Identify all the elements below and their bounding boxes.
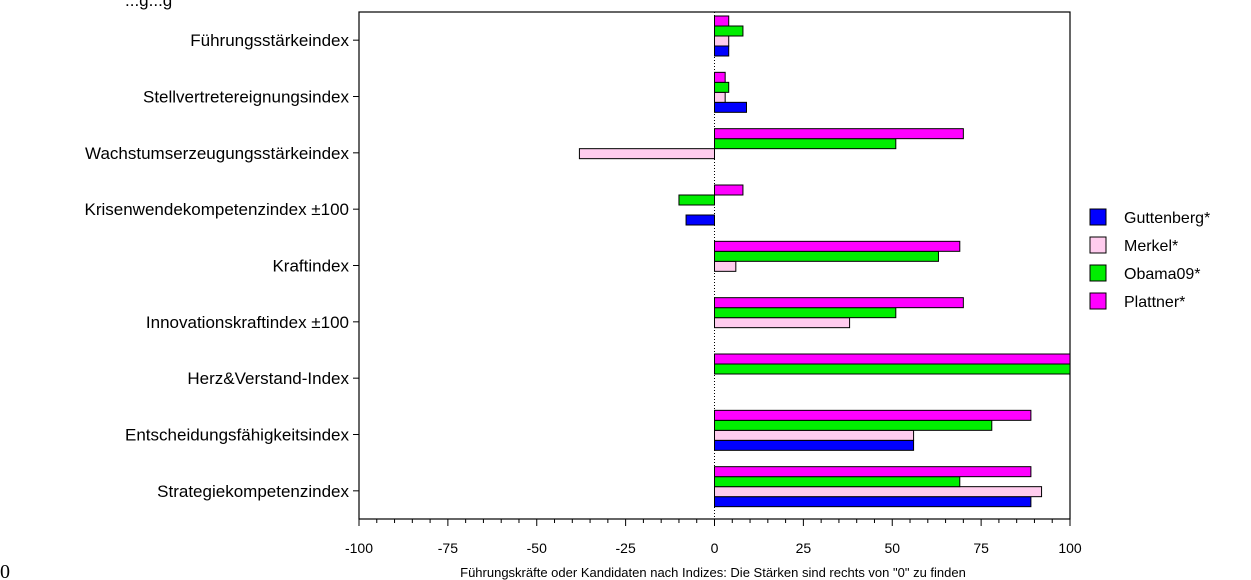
category-label: Stellvertretereignungsindex [143,88,350,107]
bar-plattner [714,240,961,252]
x-tick-label: -25 [616,540,636,556]
bar-group [578,15,1071,508]
legend-label: Guttenberg* [1124,210,1210,227]
bar-obama09 [678,194,716,206]
bar-obama09 [714,476,961,488]
bar-merkel [714,486,1043,498]
x-tick-label: -100 [345,540,373,556]
legend-swatch [1089,264,1107,282]
bar-obama09 [714,138,897,150]
bar-obama09 [714,363,1071,375]
bar-guttenberg [714,439,915,451]
x-tick-label: -50 [527,540,547,556]
legend-label: Plattner* [1124,294,1185,311]
category-label: Krisenwendekompetenzindex ±100 [85,200,350,219]
bar-obama09 [714,250,939,262]
bar-guttenberg [714,496,1032,508]
category-label: Kraftindex [272,257,349,276]
bar-guttenberg [714,101,747,113]
bar-plattner [714,128,964,140]
category-label: Führungsstärkeindex [190,31,349,50]
bar-obama09 [714,307,897,319]
bar-plattner [714,466,1032,478]
category-label: Herz&Verstand-Index [187,369,349,388]
bar-merkel [714,35,730,47]
bar-merkel [714,91,726,103]
bar-plattner [714,353,1071,365]
bar-guttenberg [714,45,730,57]
x-tick-label: 75 [973,540,989,556]
category-label: Entscheidungsfähigkeitsindex [125,426,349,445]
category-label: Innovationskraftindex ±100 [146,313,349,332]
bar-plattner [714,409,1032,421]
legend-swatch [1089,236,1107,254]
bar-plattner [714,184,744,196]
bar-guttenberg [685,214,715,226]
bar-merkel [714,317,851,329]
bar-merkel [714,429,915,441]
bar-plattner [714,15,730,27]
bar-obama09 [714,25,744,37]
legend-label: Obama09* [1124,266,1201,283]
x-tick-label: -75 [438,540,458,556]
bar-plattner [714,71,726,83]
bar-obama09 [714,419,993,431]
bar-merkel [714,260,737,272]
bar-plattner [714,297,964,309]
x-tick-label: 100 [1058,540,1082,556]
x-axis-ticks: -100 -75 -50 -25 0 25 50 75 100 [345,519,1082,556]
bar-merkel [578,148,715,160]
category-label: Wachstumserzeugungsstärkeindex [85,144,349,163]
bar-obama09 [714,81,730,93]
x-axis-title: Führungskräfte oder Kandidaten nach Indi… [460,565,966,580]
x-tick-label: 0 [711,540,719,556]
x-tick-label: 50 [884,540,900,556]
category-labels: Führungsstärkeindex Stellvertretereignung… [85,31,359,501]
legend-label: Merkel* [1124,238,1178,255]
x-tick-label: 25 [796,540,812,556]
chart-title: ...g...g [125,0,172,10]
legend-swatch [1089,208,1107,226]
category-label: Strategiekompetenzindex [157,482,349,501]
legend: Guttenberg* Merkel* Obama09* Plattner* [1089,208,1210,311]
legend-swatch [1089,292,1107,310]
corner-text: 0 [0,561,10,580]
